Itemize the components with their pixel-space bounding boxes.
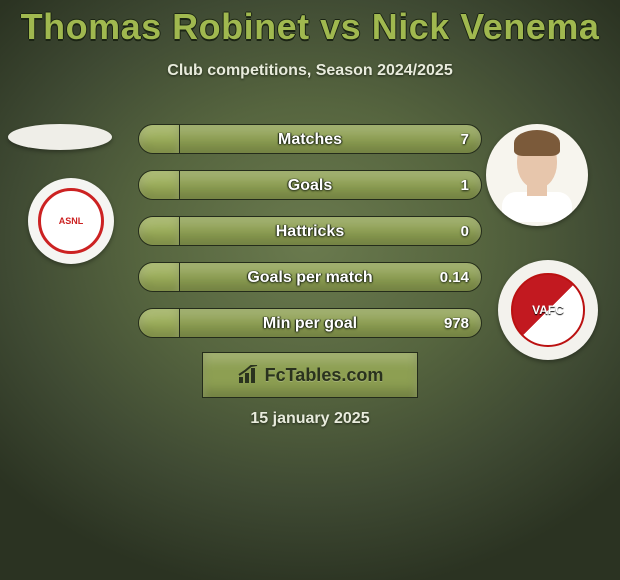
stat-bar-goals: Goals 1 [138, 170, 482, 200]
stat-bar-min-per-goal: Min per goal 978 [138, 308, 482, 338]
brand-text: FcTables.com [265, 365, 384, 386]
vafc-badge-icon: VAFC [511, 273, 585, 347]
club-right-badge: VAFC [498, 260, 598, 360]
stat-bars: Matches 7 Goals 1 Hattricks 0 Goals per … [138, 124, 482, 354]
page-subtitle: Club competitions, Season 2024/2025 [0, 62, 620, 80]
bar-chart-icon [237, 365, 261, 385]
brand-box: FcTables.com [202, 352, 418, 398]
stat-bar-matches: Matches 7 [138, 124, 482, 154]
stat-label: Hattricks [139, 217, 481, 245]
infographic-root: Thomas Robinet vs Nick Venema Club compe… [0, 0, 620, 580]
stat-label: Min per goal [139, 309, 481, 337]
stat-value-right: 0 [449, 217, 481, 245]
player-face-icon [502, 130, 572, 220]
stat-label: Goals [139, 171, 481, 199]
player-left-portrait [8, 124, 112, 150]
stat-value-right: 7 [449, 125, 481, 153]
stat-value-right: 978 [432, 309, 481, 337]
stat-bar-hattricks: Hattricks 0 [138, 216, 482, 246]
date-text: 15 january 2025 [0, 410, 620, 428]
stat-bar-goals-per-match: Goals per match 0.14 [138, 262, 482, 292]
page-title: Thomas Robinet vs Nick Venema [0, 0, 620, 48]
stat-label: Matches [139, 125, 481, 153]
player-right-portrait [486, 124, 588, 226]
stat-value-right: 0.14 [428, 263, 481, 291]
club-left-badge: ASNL [28, 178, 114, 264]
stat-value-right: 1 [449, 171, 481, 199]
asn-badge-icon: ASNL [38, 188, 104, 254]
